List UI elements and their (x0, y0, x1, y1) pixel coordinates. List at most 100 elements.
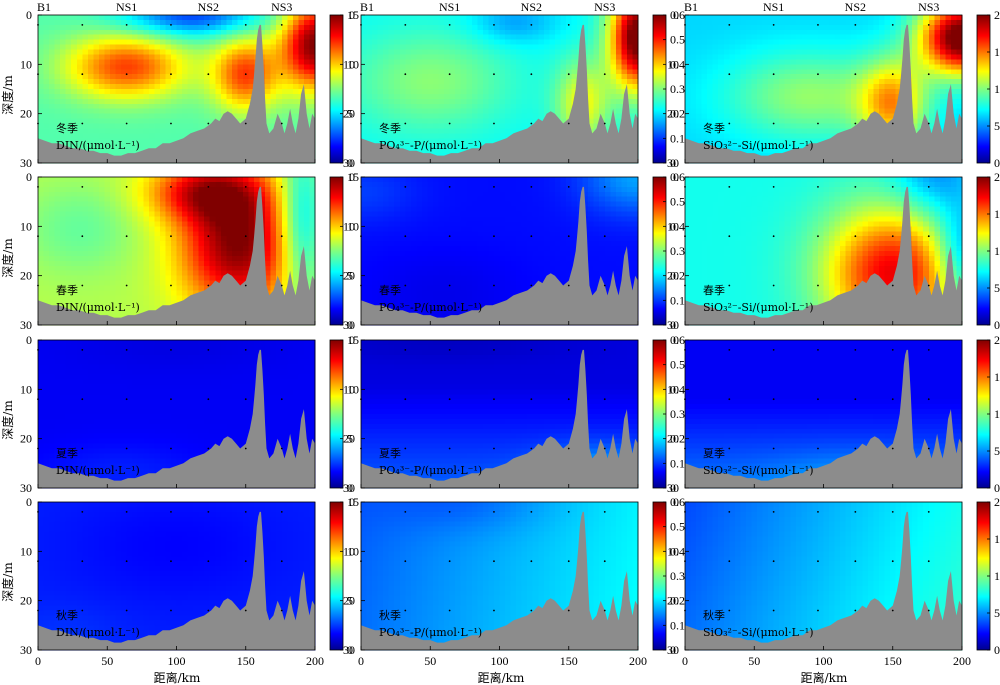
heatmap-cell (298, 49, 305, 56)
heatmap-cell (248, 59, 255, 65)
heatmap-cell (421, 24, 429, 31)
heatmap-cell (723, 133, 730, 139)
heatmap-cell (449, 79, 456, 85)
heatmap-cell (723, 34, 730, 41)
heatmap-cell (812, 138, 819, 144)
heatmap-cell (110, 29, 117, 36)
heatmap-cell (87, 29, 94, 36)
heatmap-cell (388, 89, 395, 95)
heatmap-cell (110, 19, 117, 26)
heatmap-cell (712, 133, 719, 139)
heatmap-cell (309, 98, 316, 105)
heatmap-cell (701, 24, 708, 31)
heatmap-cell (488, 128, 495, 134)
heatmap-cell (198, 54, 205, 60)
heatmap-cell (87, 79, 94, 85)
heatmap-cell (38, 280, 45, 287)
heatmap-cell (309, 74, 316, 80)
heatmap-cell (444, 29, 451, 36)
heatmap-cell (170, 54, 178, 60)
heatmap-cell (193, 29, 200, 36)
heatmap-cell (471, 98, 478, 105)
heatmap-cell (884, 34, 891, 41)
heatmap-cell (65, 93, 72, 100)
heatmap-cell (599, 15, 606, 21)
heatmap-cell (751, 89, 758, 95)
heatmap-cell (276, 69, 283, 75)
heatmap-cell (690, 98, 697, 105)
heatmap-cell (265, 54, 272, 60)
heatmap-cell (366, 64, 373, 70)
heatmap-cell (132, 49, 139, 56)
heatmap-cell (121, 39, 128, 46)
heatmap-cell (762, 84, 769, 90)
heatmap-cell (93, 98, 100, 105)
heatmap-cell (604, 93, 611, 100)
heatmap-cell (779, 84, 786, 90)
heatmap-cell (588, 59, 595, 65)
heatmap-cell (383, 69, 390, 75)
heatmap-cell (939, 54, 946, 60)
heatmap-cell (867, 69, 874, 75)
heatmap-cell (532, 108, 539, 115)
heatmap-cell (768, 93, 775, 100)
heatmap-cell (115, 118, 122, 125)
heatmap-cell (460, 128, 467, 134)
heatmap-cell (372, 89, 379, 95)
heatmap-cell (505, 133, 512, 139)
heatmap-cell (801, 113, 808, 120)
heatmap-cell (449, 103, 456, 110)
heatmap-cell (394, 59, 401, 65)
heatmap-cell (372, 29, 379, 36)
heatmap-cell (82, 231, 89, 237)
heatmap-cell (433, 19, 440, 26)
heatmap-cell (934, 15, 941, 21)
heatmap-cell (281, 113, 288, 120)
heatmap-cell (71, 24, 78, 31)
heatmap-cell (148, 123, 155, 130)
heatmap-cell (878, 93, 886, 100)
heatmap-cell (712, 39, 719, 46)
heatmap-cell (65, 103, 72, 110)
heatmap-cell (884, 54, 891, 60)
heatmap-cell (132, 148, 139, 154)
heatmap-cell (471, 19, 478, 26)
heatmap-cell (729, 49, 736, 56)
heatmap-cell (438, 59, 445, 65)
heatmap-cell (383, 113, 390, 120)
heatmap-cell (466, 64, 473, 70)
heatmap-cell (565, 34, 573, 41)
heatmap-cell (394, 89, 401, 95)
heatmap-cell (159, 74, 167, 80)
heatmap-cell (751, 108, 758, 115)
heatmap-cell (856, 113, 863, 120)
heatmap-cell (399, 103, 406, 110)
heatmap-cell (488, 123, 495, 130)
heatmap-cell (427, 44, 434, 51)
heatmap-cell (38, 59, 45, 65)
heatmap-cell (718, 69, 725, 75)
heatmap-cell (60, 186, 67, 193)
heatmap-cell (93, 19, 100, 26)
heatmap-cell (361, 128, 368, 134)
heatmap-cell (383, 24, 390, 31)
heatmap-cell (740, 118, 747, 125)
heatmap-cell (784, 118, 791, 125)
heatmap-cell (906, 24, 913, 31)
heatmap-cell (54, 19, 61, 26)
heatmap-cell (701, 133, 708, 139)
heatmap-cell (416, 128, 423, 134)
heatmap-cell (309, 84, 316, 90)
heatmap-cell (143, 69, 150, 75)
heatmap-cell (65, 196, 72, 203)
heatmap-cell (757, 108, 764, 115)
heatmap-cell (433, 133, 440, 139)
heatmap-cell (43, 15, 50, 21)
heatmap-cell (895, 49, 902, 56)
heatmap-cell (696, 64, 703, 70)
heatmap-cell (43, 39, 50, 46)
sampling-dot (81, 122, 84, 125)
heatmap-cell (444, 98, 451, 105)
heatmap-cell (604, 64, 611, 70)
heatmap-cell (466, 103, 473, 110)
